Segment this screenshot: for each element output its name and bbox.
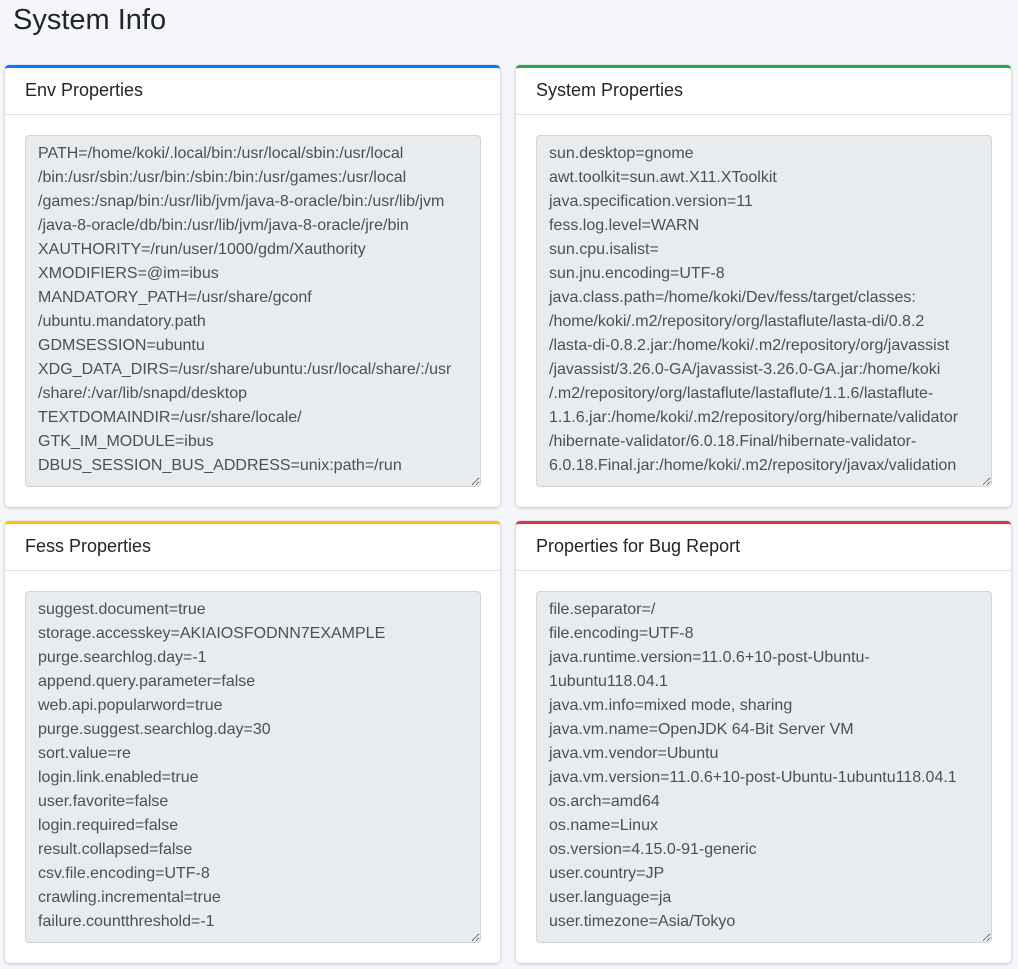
env-properties-textarea[interactable]: PATH=/home/koki/.local/bin:/usr/local/sb…	[25, 135, 481, 487]
fess-properties-textarea[interactable]: suggest.document=true storage.accesskey=…	[25, 591, 481, 943]
bug-report-properties-card: Properties for Bug Report file.separator…	[516, 521, 1011, 963]
fess-properties-card: Fess Properties suggest.document=true st…	[5, 521, 500, 963]
system-properties-card: System Properties sun.desktop=gnome awt.…	[516, 65, 1011, 507]
page-title: System Info	[13, 4, 167, 36]
card-title: Fess Properties	[5, 524, 500, 571]
bug-report-properties-textarea[interactable]: file.separator=/ file.encoding=UTF-8 jav…	[536, 591, 992, 943]
env-properties-card: Env Properties PATH=/home/koki/.local/bi…	[5, 65, 500, 507]
card-title: System Properties	[516, 68, 1011, 115]
card-title: Properties for Bug Report	[516, 524, 1011, 571]
system-properties-textarea[interactable]: sun.desktop=gnome awt.toolkit=sun.awt.X1…	[536, 135, 992, 487]
card-title: Env Properties	[5, 68, 500, 115]
